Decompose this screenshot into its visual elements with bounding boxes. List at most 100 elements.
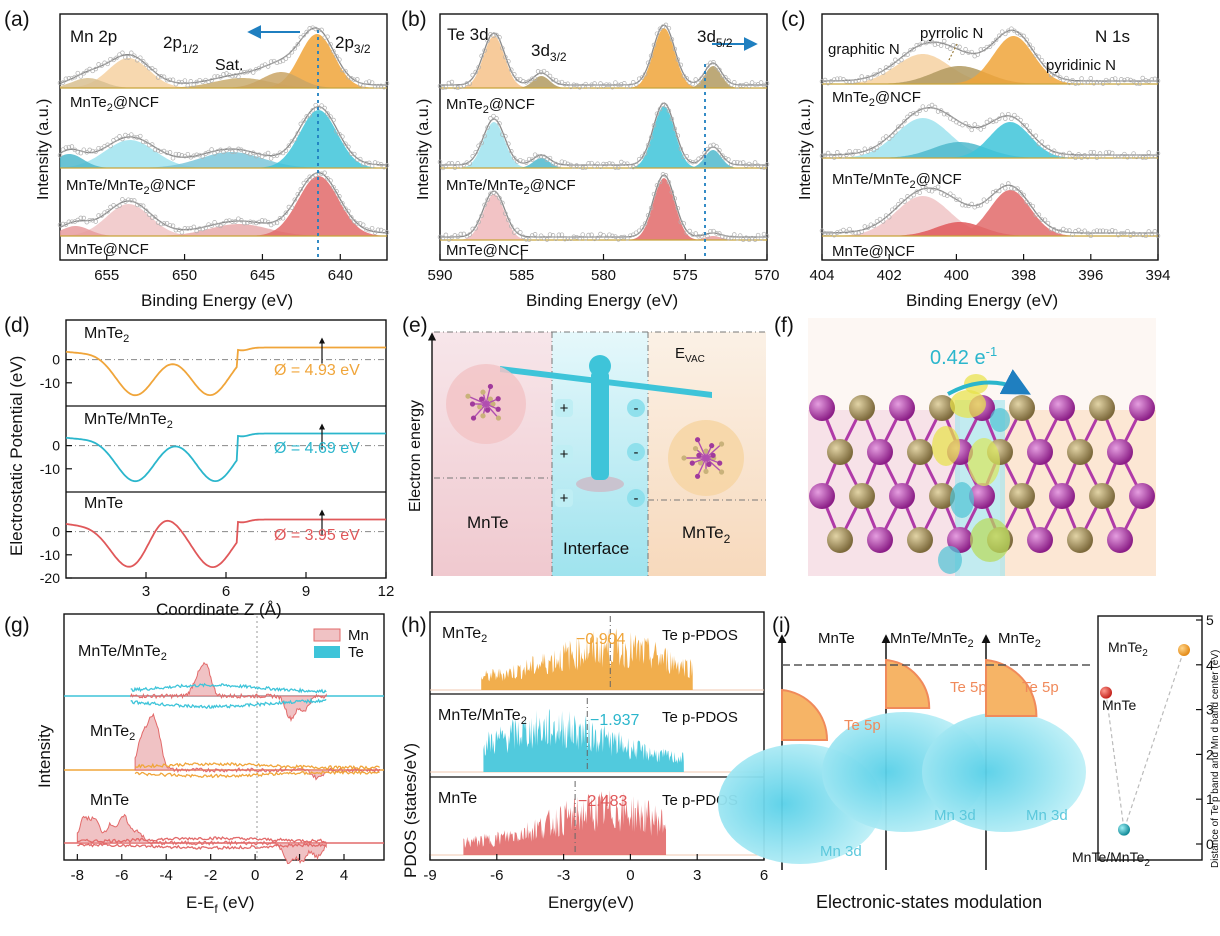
pb-plot-stack3-datapoint: [628, 233, 633, 238]
pc-plot-stack3-datapoint: [1042, 217, 1048, 222]
pc-plot-stack1-datapoint: [1045, 66, 1051, 71]
pa-plot-stack2-datapoint: [298, 121, 304, 127]
panel-e-mnte2-molecule-atom: [710, 452, 716, 458]
panel-f-charge: 0.42 e-1: [930, 344, 997, 369]
pc-plot-stack1-datapoint: [1006, 28, 1011, 34]
pb-plot-stack3-datapoint: [491, 190, 496, 195]
pc-plot-stack3-datapoint: [963, 203, 968, 208]
panel-a-sat: Sat.: [215, 57, 243, 74]
pc-plot-stack1-datapoint: [1088, 76, 1094, 81]
pc-plot-stack2-datapoint: [1140, 155, 1145, 160]
pb-plot-stack1-datapoint: [651, 42, 657, 48]
pa-plot-stack1-datapoint: [304, 29, 309, 35]
pa-plot-stack1-datapoint: [292, 46, 298, 51]
pa-plot-stack2-datapoint: [173, 151, 179, 157]
pa-plot-stack3-datapoint: [265, 219, 271, 225]
panel-e-mnte2-molecule-atom: [694, 473, 701, 479]
pc-plot-stack3-datapoint: [1146, 229, 1152, 234]
panel-g-legend-mn-swatch: [313, 628, 341, 642]
pb-plot-stack3-datapoint: [651, 191, 657, 197]
pa-plot-stack3-datapoint: [310, 175, 315, 180]
pc-plot-stack3-datapoint: [1103, 228, 1109, 234]
pa-plot-stack2-datapoint: [372, 160, 378, 165]
pa-plot-stack2-datapoint: [283, 148, 289, 153]
panel-i-ytick-label-4: 4: [1206, 657, 1214, 673]
pa-plot-stack3-datapoint: [138, 202, 143, 208]
panel-e-mnte-molecule-atom: [480, 389, 486, 395]
panel-e-mnte2-molecule-bond: [705, 457, 723, 473]
pc-plot-stack2-datapoint: [984, 119, 990, 125]
pc-plot-stack1-datapoint: [1003, 31, 1008, 37]
pb-plot-stack3-datapoint: [654, 183, 660, 188]
pa-plot-stack2-datapoint: [75, 149, 81, 155]
pb-plot-stack2-datapoint: [488, 116, 493, 121]
panel-i-ytick-label-3: 3: [1206, 702, 1214, 718]
pb-plot-stack2-component1: [440, 122, 767, 168]
pa-plot-stack3-datapoint: [212, 220, 217, 225]
pb-plot-stack2-datapoint: [467, 161, 472, 166]
pb-plot-xtick-label-585: 585: [509, 267, 534, 284]
pa-plot-stack2-datapoint: [200, 154, 205, 159]
pc-plot-stack1-datapoint: [911, 47, 916, 52]
pc-plot-stack3-datapoint: [1070, 232, 1075, 237]
panel-e-mnte-molecule-atom: [487, 383, 494, 390]
pb-plot-stack2-datapoint: [740, 160, 746, 165]
pc-plot-stack1-datapoint: [999, 29, 1005, 34]
pc-plot-stack3-datapoint: [1088, 233, 1094, 239]
pc-plot-stack1-datapoint: [1128, 77, 1133, 83]
pc-plot-stack1-datapoint: [1125, 76, 1130, 82]
panel-g-sample-2: MnTe2: [90, 723, 135, 743]
pa-plot-stack3-datapoint: [369, 225, 375, 231]
pa-plot-stack3-component3: [60, 224, 387, 236]
pa-plot-stack1-datapoint: [120, 50, 125, 56]
pb-plot-stack2-datapoint: [464, 160, 470, 165]
panel-h-pdos-area-3: [463, 790, 667, 855]
pc-plot-stack1-datapoint: [1024, 37, 1029, 43]
pc-plot-stack3-datapoint: [1128, 233, 1133, 238]
pb-plot-xtick-label-575: 575: [673, 267, 698, 284]
panel-g-curves: [64, 661, 384, 865]
pb-plot-stack3-datapoint: [633, 230, 639, 235]
pc-plot-stack2-datapoint: [1116, 154, 1121, 159]
panel-i-point-label-1: MnTe: [1102, 697, 1136, 713]
panel-d-electrostatic-potential: (d) MnTe2 MnTe/MnTe2 MnTe Ø = 4.93 eV Ø …: [4, 314, 394, 619]
pa-plot-stack2-datapoint: [304, 114, 309, 119]
panel-e-minus-dot-1: [627, 399, 645, 417]
pa-plot-stack3-datapoint: [245, 220, 250, 226]
pb-plot-stack1-datapoint: [758, 80, 764, 85]
pb-plot-stack2-datapoint: [601, 161, 606, 167]
panel-e-balance-pillar: [591, 370, 609, 480]
pa-plot-stack2-datapoint: [265, 150, 271, 156]
pc-plot-stack3-datapoint: [859, 229, 864, 235]
pb-plot-stack1-datapoint: [675, 57, 681, 62]
pc-plot-stack3-datapoint: [1039, 217, 1045, 222]
pc-plot-stack2-datapoint: [883, 134, 889, 139]
pb-plot-stack2-datapoint: [708, 143, 713, 149]
panel-d-xlabel: Coordinate Z (Å): [156, 600, 282, 619]
panel-h-x-axis: -9 -6 -3 0 3 6: [423, 854, 768, 884]
pb-plot-stack3-datapoint: [690, 232, 695, 237]
pb-plot-stack3-datapoint: [657, 179, 663, 185]
pc-plot-stack3-datapoint: [871, 223, 877, 229]
pb-plot-stack3-datapoint: [735, 236, 740, 241]
pc-plot-stack3-datapoint: [1109, 228, 1115, 233]
pc-plot-stack3-datapoint: [886, 214, 892, 220]
pa-plot-stack1-datapoint: [328, 41, 333, 47]
pa-plot-stack1-datapoint: [185, 83, 191, 88]
panel-b-sample-2: MnTe/MnTe2@NCF: [446, 177, 576, 197]
pa-plot-stack3-datapoint: [158, 221, 164, 227]
pa-plot-stack3-datapoint: [170, 223, 176, 229]
panel-e-mnte-molecule-bond: [473, 403, 487, 419]
pb-plot-stack3-datapoint: [595, 235, 600, 241]
panel-f-te-atom: [929, 395, 955, 421]
pc-plot-stack3-datapoint: [1091, 229, 1097, 234]
pa-plot-stack3-datapoint: [194, 228, 199, 234]
panel-b-sample-3: MnTe@NCF: [446, 242, 529, 259]
panel-h-center-3: −2.483: [578, 793, 627, 810]
pb-plot-stack3-datapoint: [714, 231, 719, 236]
pb-plot-stack3-datapoint: [520, 234, 526, 240]
pc-plot-stack3-datapoint: [819, 228, 825, 234]
pb-plot-stack3-datapoint: [660, 172, 666, 177]
panel-a-sample-1: MnTe2@NCF: [70, 94, 159, 114]
pa-plot-stack3-component1: [60, 204, 387, 236]
